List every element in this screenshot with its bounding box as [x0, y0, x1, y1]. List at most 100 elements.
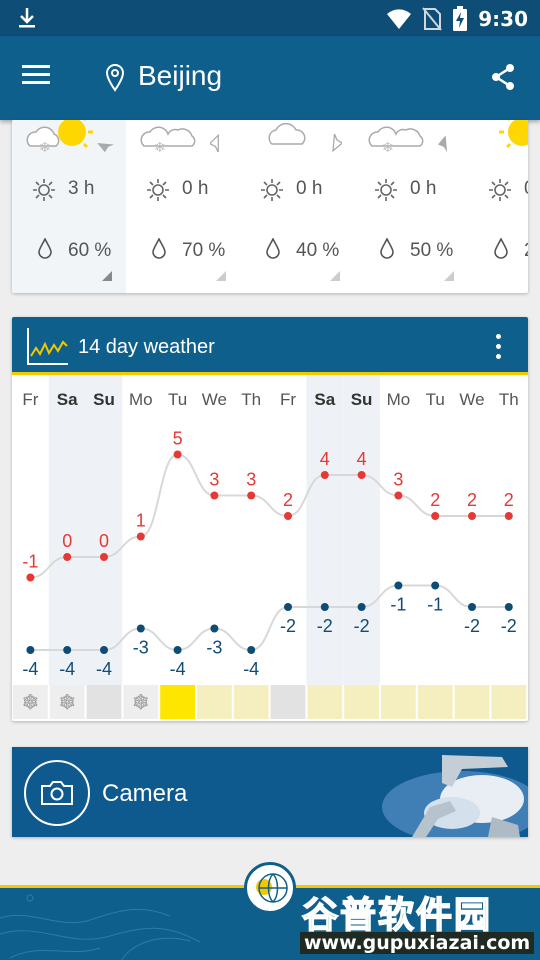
watermark-url: www.gupuxiazai.com [300, 932, 535, 954]
status-bar: 9:30 [0, 0, 540, 36]
precipitation-drop-icon [494, 238, 508, 259]
svg-text:❄: ❄ [39, 140, 51, 156]
sunshine-icon [489, 179, 511, 201]
day-label[interactable]: We [459, 390, 484, 409]
battery-charging-icon [453, 6, 468, 31]
camera-card[interactable]: Camera [12, 747, 528, 837]
max-temp-line [30, 453, 509, 579]
max-temp-point [63, 553, 72, 561]
min-temp-point [431, 581, 440, 590]
wind-arrow-icon [438, 135, 448, 152]
hour-column[interactable]: ❄ 3 h 60 % [12, 120, 126, 293]
snow-cloud-icon: ❄ [140, 126, 196, 156]
sunshine-hours: 0 h [410, 178, 437, 199]
app-bar: Beijing [0, 36, 540, 120]
min-temp-point [284, 603, 292, 611]
max-temp-label: 0 [62, 531, 72, 551]
min-temp-point [357, 603, 366, 611]
no-sim-icon [422, 7, 443, 31]
max-temp-label: 3 [393, 470, 403, 490]
hourly-forecast-card[interactable]: ❄ 3 h 60 % ❄ 0 h 70 % 0 h 40 % ❄ [12, 120, 528, 293]
max-temp-point [357, 471, 366, 479]
day-label[interactable]: Sa [57, 390, 78, 409]
condition-cell[interactable] [491, 685, 527, 719]
day-label[interactable]: Su [93, 390, 115, 409]
weekend-shade [306, 375, 344, 685]
menu-button[interactable] [22, 60, 62, 96]
wind-arrow-icon [97, 143, 114, 152]
condition-cell[interactable] [417, 685, 453, 719]
sunshine-icon [375, 179, 397, 201]
sunshine-hours: 0 [524, 178, 528, 200]
hour-column[interactable]: ❄ 0 h 70 % [126, 120, 240, 293]
sunshine-hours: 0 h [296, 178, 323, 199]
day-label[interactable]: Sa [314, 390, 335, 409]
expand-corner-icon[interactable] [216, 271, 226, 281]
sunshine-hours: 3 h [68, 178, 95, 199]
camera-hands-illustration [382, 755, 528, 837]
forecast-14day-card[interactable]: Fr Sa Su Mo Tu We Th Fr Sa Su Mo Tu We Th -1 0 0 1 5 3 3 2 4 4 3… [12, 317, 528, 721]
day-label[interactable]: Fr [22, 390, 38, 409]
condition-cell[interactable] [197, 685, 232, 719]
max-temp-label: -1 [22, 552, 38, 572]
max-temp-point [136, 532, 145, 541]
svg-text:❄: ❄ [382, 140, 394, 156]
condition-cell[interactable] [13, 685, 48, 719]
condition-cell[interactable] [86, 685, 122, 719]
day-label[interactable]: Mo [129, 390, 153, 409]
condition-cell[interactable] [307, 685, 343, 719]
condition-cell[interactable] [270, 685, 306, 719]
day-label[interactable]: Th [241, 390, 261, 409]
expand-corner-icon[interactable] [102, 271, 112, 281]
min-temp-point [247, 646, 256, 654]
forecast-chart[interactable]: Fr Sa Su Mo Tu We Th Fr Sa Su Mo Tu We Th -1 0 0 1 5 3 3 2 4 4 3… [12, 317, 528, 721]
sunshine-icon [147, 179, 169, 201]
topo-pattern [0, 894, 201, 960]
snow-cloud-icon: ❄ [368, 126, 424, 156]
min-temp-point [63, 646, 72, 654]
condition-cell[interactable] [381, 685, 416, 719]
day-label[interactable]: Tu [426, 390, 445, 409]
max-temp-label: 2 [467, 490, 477, 510]
sunshine-icon [33, 179, 55, 201]
max-temp-point [173, 450, 182, 459]
expand-corner-icon[interactable] [330, 271, 340, 281]
day-label[interactable]: Tu [168, 390, 187, 409]
condition-cell[interactable] [160, 685, 195, 719]
day-label[interactable]: Th [499, 390, 519, 409]
hour-column[interactable]: ❄ 0 h 50 % [354, 120, 468, 293]
city-title[interactable]: Beijing [138, 60, 223, 91]
min-temp-label: -4 [59, 659, 75, 679]
day-label[interactable]: We [202, 390, 227, 409]
day-label[interactable]: Fr [280, 390, 296, 409]
min-temp-label: -2 [354, 616, 370, 636]
min-temp-label: -2 [280, 616, 296, 636]
precipitation-probability: 60 % [68, 240, 112, 261]
expand-corner-icon[interactable] [444, 271, 454, 281]
condition-cell[interactable] [123, 685, 159, 719]
min-temp-label: -2 [317, 616, 333, 636]
condition-cell[interactable] [344, 685, 379, 719]
hour-column[interactable]: 0 2 [468, 120, 528, 293]
min-temp-point [210, 624, 219, 633]
more-options-icon[interactable] [488, 331, 508, 365]
max-temp-label: 1 [136, 511, 146, 531]
min-temp-label: -4 [170, 659, 186, 679]
share-icon[interactable] [488, 62, 518, 92]
watermark: 谷普软件园 www.gupuxiazai.com [296, 884, 540, 960]
svg-text:❄: ❄ [154, 140, 166, 156]
camera-icon-circle [24, 760, 90, 826]
condition-cell[interactable] [49, 685, 85, 719]
max-temp-point [210, 491, 219, 500]
day-label[interactable]: Mo [387, 390, 411, 409]
condition-cell[interactable] [454, 685, 490, 719]
day-label[interactable]: Su [351, 390, 373, 409]
hour-column[interactable]: 0 h 40 % [240, 120, 354, 293]
weekend-shade [343, 375, 380, 685]
condition-cell[interactable] [233, 685, 269, 719]
min-temp-label: -3 [133, 638, 149, 658]
min-temp-point [504, 603, 513, 611]
min-temp-point [394, 581, 403, 590]
max-temp-label: 2 [283, 490, 293, 510]
max-temp-label: 0 [99, 531, 109, 551]
